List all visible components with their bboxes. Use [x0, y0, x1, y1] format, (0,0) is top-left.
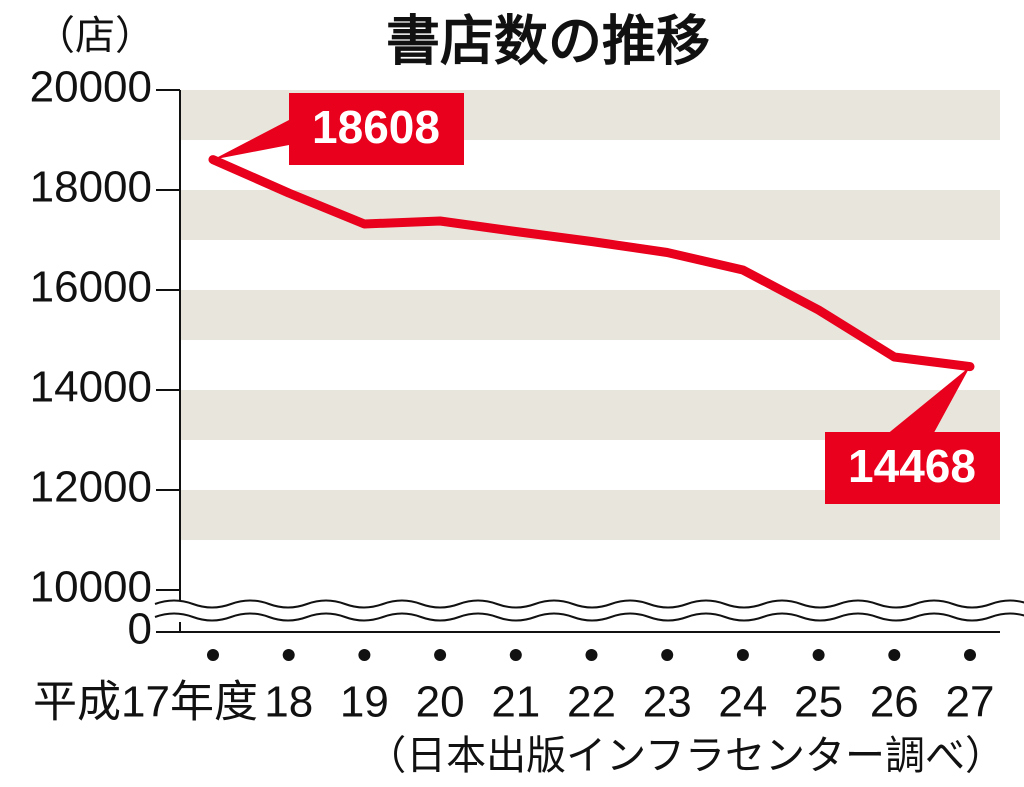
y-tick-label: 12000 [30, 463, 152, 512]
x-tick-label: 19 [340, 678, 389, 727]
x-tick-label: 22 [567, 678, 616, 727]
label-box [289, 93, 464, 165]
grid-band [180, 390, 1000, 440]
x-tick-dot [736, 649, 749, 661]
x-tick-dot [888, 649, 901, 661]
y-unit: （店） [35, 13, 155, 59]
label-box [825, 432, 1000, 504]
x-tick-dot [661, 649, 674, 661]
x-tick-dot [509, 649, 522, 661]
data-label: 18608 [312, 101, 440, 153]
label-pointer [880, 366, 970, 440]
x-tick-label: 26 [870, 678, 919, 727]
x-tick-label: 20 [416, 678, 465, 727]
y-tick-label: 20000 [30, 63, 152, 112]
x-tick-label: 27 [946, 678, 995, 727]
axis-break [154, 599, 1024, 609]
x-tick-dot [358, 649, 371, 661]
x-tick-label: 21 [491, 678, 540, 727]
y-tick-label: 14000 [30, 363, 152, 412]
y-tick-label: 18000 [30, 163, 152, 212]
data-label: 14468 [848, 440, 976, 492]
x-tick-dot [585, 649, 598, 661]
x-tick-dot [434, 649, 447, 661]
chart-title: 書店数の推移 [386, 10, 710, 73]
data-line [208, 155, 975, 372]
source: （日本出版インフラセンター調べ） [366, 733, 1005, 779]
grid-band [180, 290, 1000, 340]
label-pointer [213, 120, 289, 160]
x-tick-label: 24 [718, 678, 767, 727]
x-tick-dot [964, 649, 976, 661]
y-tick-label: 0 [128, 605, 152, 654]
x-tick-label: 平成17年度 [33, 678, 258, 727]
x-tick-label: 18 [264, 678, 313, 727]
axis-break-bg [155, 600, 1000, 622]
x-tick-dot [812, 649, 825, 661]
x-tick-label: 23 [643, 678, 692, 727]
axis-break [154, 612, 1024, 622]
y-tick-label: 16000 [30, 263, 152, 312]
x-tick-dot [282, 649, 295, 661]
x-tick-label: 25 [794, 678, 843, 727]
y-tick-label: 10000 [30, 563, 152, 612]
x-tick-dot [207, 649, 219, 661]
grid-band [180, 190, 1000, 240]
